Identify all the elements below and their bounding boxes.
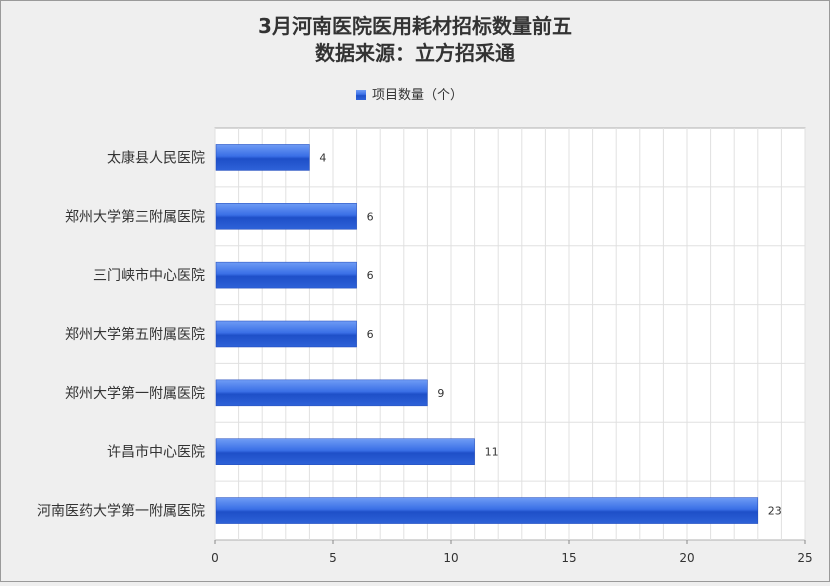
x-tick-label: 25	[797, 551, 812, 565]
chart-title: 3月河南医院医用耗材招标数量前五	[258, 14, 572, 38]
data-label: 23	[768, 505, 782, 518]
category-label: 三门峡市中心医院	[93, 267, 205, 284]
data-label: 11	[485, 446, 499, 459]
category-label: 郑州大学第五附属医院	[65, 326, 205, 343]
category-label: 太康县人民医院	[107, 149, 205, 166]
x-tick-label: 5	[329, 551, 337, 565]
bar	[215, 320, 357, 348]
category-label: 郑州大学第三附属医院	[65, 208, 205, 225]
category-label: 许昌市中心医院	[107, 444, 205, 461]
bar	[215, 261, 357, 289]
chart-subtitle: 数据来源：立方招采通	[315, 41, 515, 65]
data-label: 9	[437, 387, 444, 400]
bar	[215, 379, 428, 407]
data-label: 6	[367, 269, 374, 282]
x-tick-label: 20	[679, 551, 694, 565]
category-label: 郑州大学第一附属医院	[65, 385, 205, 402]
bar	[215, 438, 475, 465]
x-tick-label: 10	[443, 551, 458, 565]
legend-swatch	[356, 90, 366, 100]
legend-label: 项目数量（个）	[372, 88, 463, 103]
category-label: 河南医药大学第一附属医院	[37, 503, 205, 520]
data-label: 6	[367, 210, 374, 223]
bar	[215, 203, 357, 230]
data-label: 6	[367, 328, 374, 341]
data-label: 4	[319, 151, 326, 164]
x-tick-label: 15	[561, 551, 576, 565]
x-tick-label: 0	[211, 551, 219, 565]
bar	[215, 144, 310, 171]
bar	[215, 497, 759, 524]
